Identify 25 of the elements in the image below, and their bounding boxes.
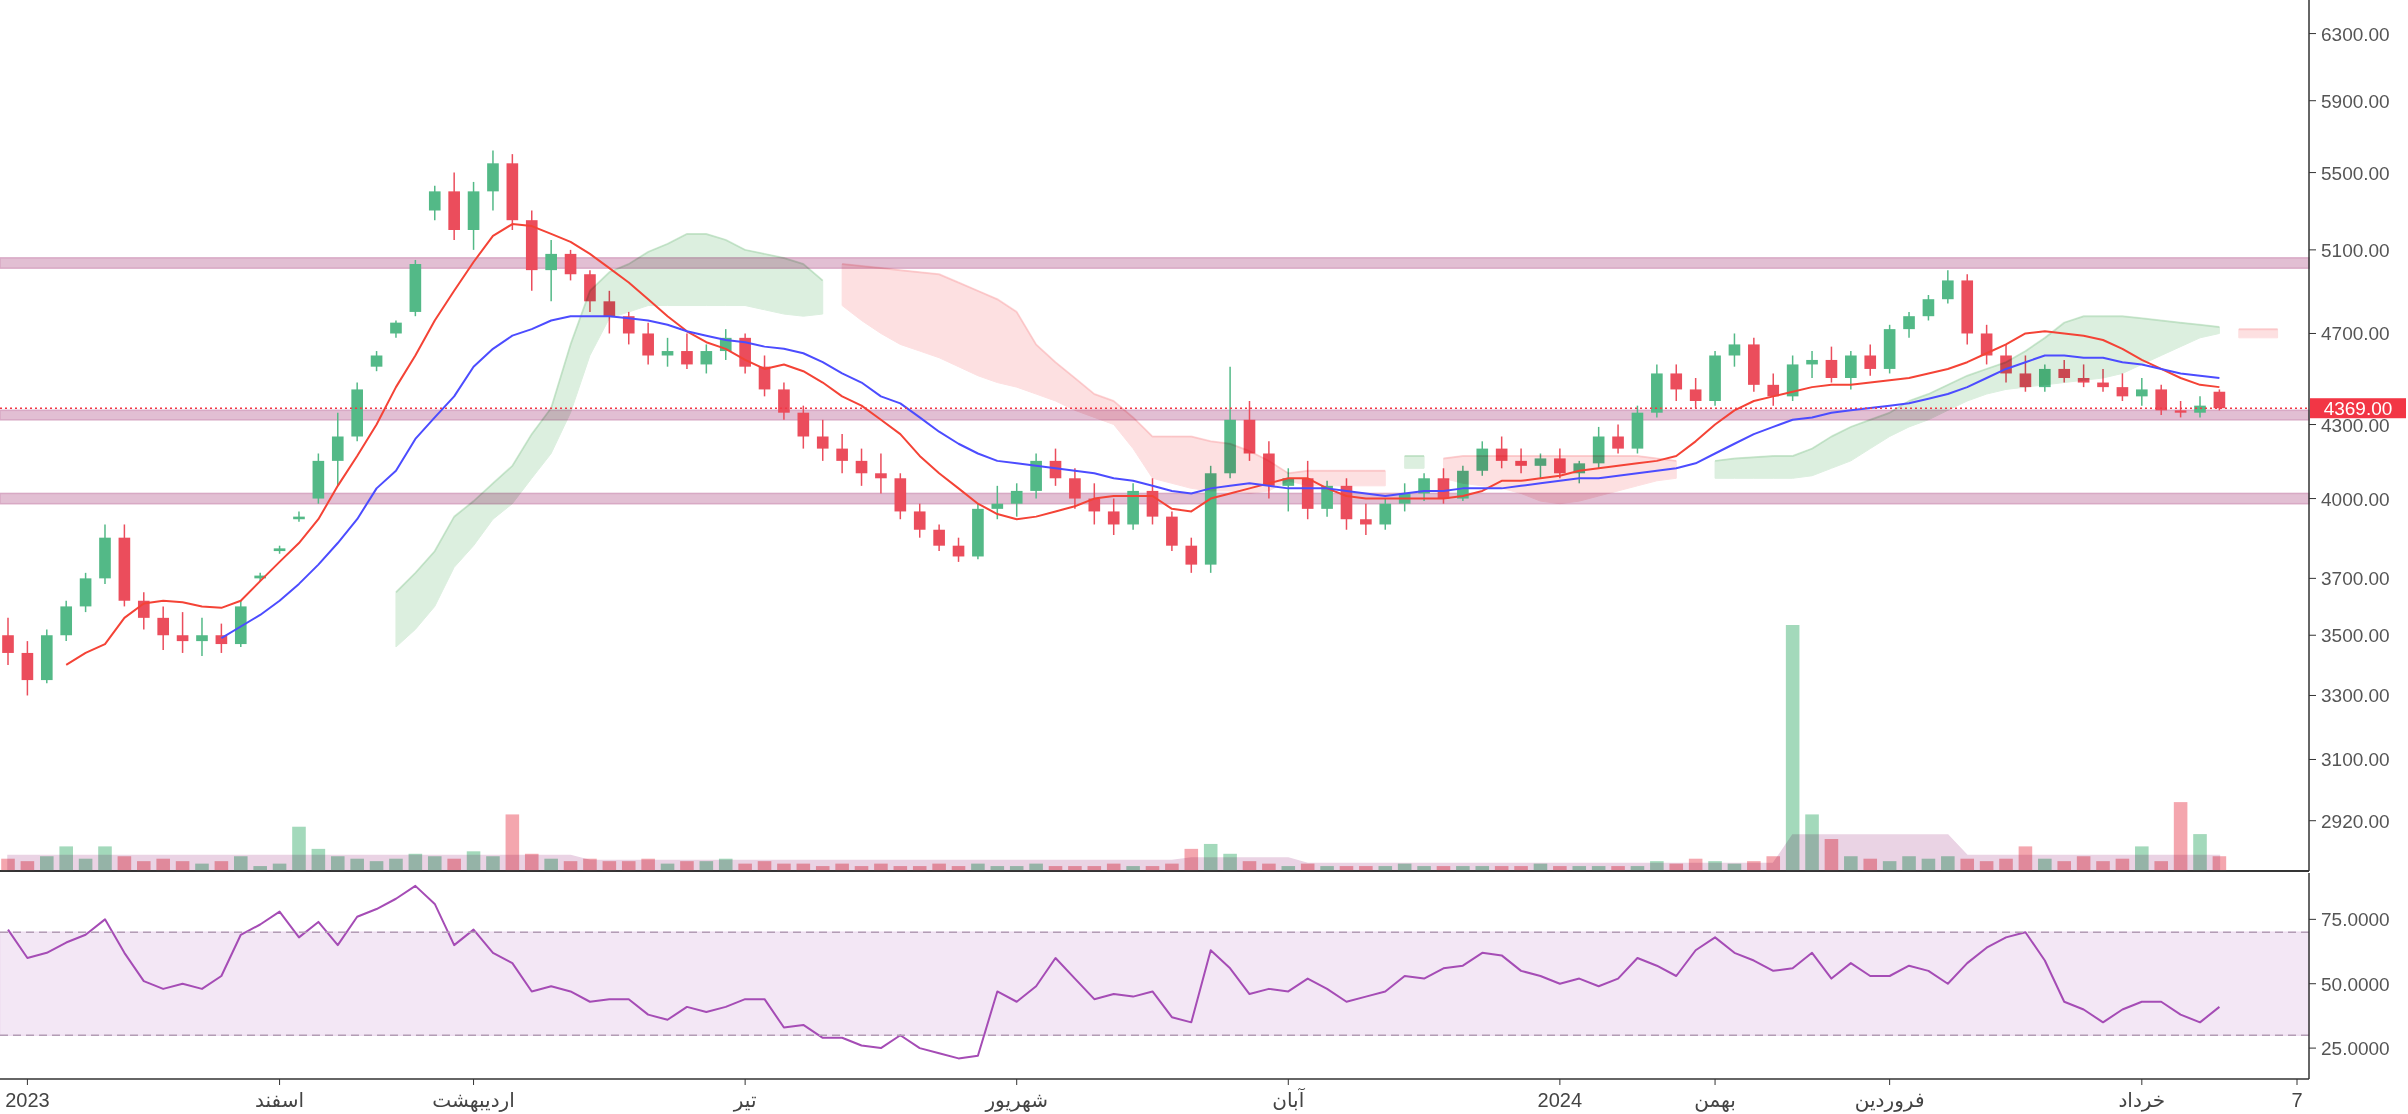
x-tick-label: 2023 <box>5 1089 50 1111</box>
x-tick-label: آبان <box>1272 1087 1306 1111</box>
y-tick-label: 75.0000 <box>2321 909 2390 931</box>
x-tick-label: 2024 <box>1537 1089 1583 1111</box>
y-tick-label: 3100.00 <box>2321 749 2390 771</box>
x-tick-label: اردیبهشت <box>432 1089 515 1112</box>
y-tick-label: 3500.00 <box>2321 625 2390 647</box>
x-tick-label: تیر <box>732 1089 757 1112</box>
y-tick-label: 5900.00 <box>2321 90 2390 112</box>
x-tick-label: شهریور <box>984 1089 1048 1112</box>
x-tick-label: فروردین <box>1854 1089 1925 1112</box>
y-tick-label: 4000.00 <box>2321 488 2390 510</box>
y-tick-label: 2920.00 <box>2321 810 2390 832</box>
y-tick-label: 6300.00 <box>2321 23 2390 45</box>
x-tick-label: 7 <box>2291 1089 2303 1111</box>
y-tick-label: 4700.00 <box>2321 323 2390 345</box>
y-tick-label: 3300.00 <box>2321 685 2390 707</box>
x-tick-label: اسفند <box>255 1089 305 1111</box>
y-tick-label: 25.0000 <box>2321 1038 2390 1060</box>
y-tick-label: 5100.00 <box>2321 239 2390 261</box>
y-tick-label: 3700.00 <box>2321 568 2390 590</box>
x-tick-label: بهمن <box>1694 1089 1736 1112</box>
y-tick-label: 50.0000 <box>2321 973 2390 995</box>
y-tick-label: 5500.00 <box>2321 162 2390 184</box>
x-tick-label: خرداد <box>2118 1089 2166 1112</box>
